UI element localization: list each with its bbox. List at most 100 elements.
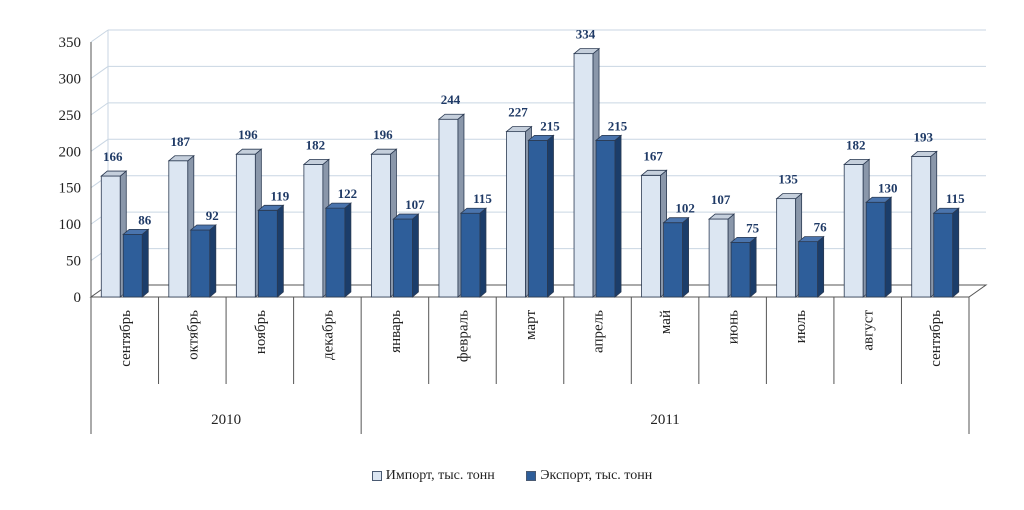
- bar-import-front: [641, 174, 661, 298]
- bar-export-front: [393, 218, 413, 298]
- bar-export: [594, 134, 623, 298]
- bar-export-front: [730, 241, 751, 298]
- data-label-export: 102: [675, 201, 695, 216]
- data-label-export: 130: [878, 180, 898, 195]
- data-label-import: 196: [373, 127, 393, 142]
- data-label-export: 75: [746, 220, 760, 235]
- data-label-export: 215: [540, 118, 560, 133]
- bar-export-side: [479, 207, 487, 298]
- bar-import: [167, 154, 195, 298]
- bar-export-front: [122, 233, 143, 298]
- x-group-label: 2011: [650, 412, 679, 428]
- bar-export-top: [392, 213, 420, 220]
- bar-import: [572, 47, 601, 298]
- data-label-export: 115: [473, 191, 492, 206]
- bar-export: [392, 213, 420, 298]
- x-category-label: октябрь: [185, 310, 201, 360]
- x-category-label: сентябрь: [118, 310, 134, 367]
- bar-import: [843, 158, 871, 298]
- bar-import: [302, 158, 330, 298]
- bar-export-side: [412, 213, 419, 298]
- x-group-label: 2010: [211, 412, 241, 428]
- gridline-depth: [90, 102, 109, 116]
- bar-import-top: [505, 126, 533, 133]
- bar-export-front: [257, 209, 278, 298]
- x-category-label: ноябрь: [253, 310, 269, 354]
- bar-import: [370, 148, 398, 298]
- bar-import-front: [438, 118, 459, 298]
- data-label-export: 115: [946, 191, 965, 206]
- bar-export-top: [662, 217, 690, 224]
- bar-import-front: [235, 153, 256, 298]
- legend-swatch-import: [371, 471, 382, 481]
- x-category-label: июнь: [726, 310, 742, 344]
- data-labels: 166 86 187 92 196 119 182 122 196 107 244 115 227 215…: [103, 27, 965, 236]
- y-tick-label: 300: [59, 71, 82, 87]
- bar-export: [797, 235, 825, 298]
- bar-export-front: [933, 212, 954, 298]
- bar-import-top: [100, 170, 128, 177]
- bar-export-side: [141, 228, 149, 298]
- data-label-import: 196: [238, 127, 258, 142]
- x-category-label: август: [861, 310, 877, 351]
- bar-import: [910, 150, 938, 298]
- y-tick-label: 0: [74, 290, 82, 306]
- bar-import-front: [843, 163, 864, 298]
- bar-export-top: [730, 236, 758, 243]
- data-label-export: 92: [206, 208, 219, 223]
- bar-import-front: [303, 163, 324, 298]
- bar-import-top: [235, 148, 263, 155]
- bar-import-front: [100, 175, 121, 298]
- bar-export-side: [817, 235, 825, 298]
- x-category-label: февраль: [455, 310, 471, 362]
- bar-export: [932, 207, 960, 298]
- bar-import-front: [911, 155, 932, 298]
- x-category-label: апрель: [591, 310, 607, 353]
- bar-export: [257, 204, 285, 298]
- bars: [100, 47, 960, 298]
- data-label-import: 135: [778, 172, 798, 187]
- legend-item-export: Экспорт, тыс. тонн: [526, 468, 652, 484]
- bar-import-top: [910, 150, 938, 157]
- bar-export-front: [798, 241, 819, 298]
- data-label-import: 227: [508, 105, 528, 120]
- bar-import: [100, 170, 128, 298]
- bar-export-side: [344, 202, 352, 298]
- data-label-import: 167: [643, 148, 663, 163]
- gridline-depth: [90, 29, 109, 43]
- bar-export: [459, 207, 488, 298]
- legend-swatch-export: [526, 471, 537, 481]
- legend-item-import: Импорт, тыс. тонн: [371, 468, 495, 484]
- data-label-export: 76: [814, 220, 828, 235]
- bar-export-side: [276, 204, 284, 298]
- bar-export: [324, 202, 352, 298]
- bar-export-top: [189, 224, 217, 231]
- bar-export-top: [324, 202, 352, 209]
- bar-export-top: [122, 228, 150, 235]
- bar-export-side: [749, 236, 757, 298]
- y-tick-label: 350: [59, 35, 82, 51]
- bar-export-top: [594, 134, 623, 141]
- data-label-import: 182: [846, 137, 866, 152]
- bar-export-side: [952, 207, 960, 298]
- bar-import-front: [371, 153, 391, 298]
- y-tick-label: 250: [59, 108, 82, 124]
- legend-label-import: Импорт, тыс. тонн: [385, 468, 495, 483]
- bar-import-front: [506, 131, 526, 298]
- bar-import: [505, 125, 533, 298]
- y-tick-label: 200: [59, 144, 82, 160]
- bar-export: [527, 134, 555, 298]
- data-label-export: 119: [270, 188, 289, 203]
- data-label-export: 215: [608, 118, 628, 133]
- bar-import-top: [843, 158, 871, 165]
- bar-export: [730, 236, 758, 298]
- bar-export-side: [547, 134, 554, 298]
- x-category-label: декабрь: [320, 310, 336, 360]
- bar-export-front: [528, 139, 548, 298]
- bar-import: [640, 169, 668, 298]
- bar-export-top: [459, 207, 488, 214]
- bar-import-top: [370, 148, 398, 155]
- bar-export-front: [325, 207, 346, 298]
- data-label-import: 193: [913, 129, 933, 144]
